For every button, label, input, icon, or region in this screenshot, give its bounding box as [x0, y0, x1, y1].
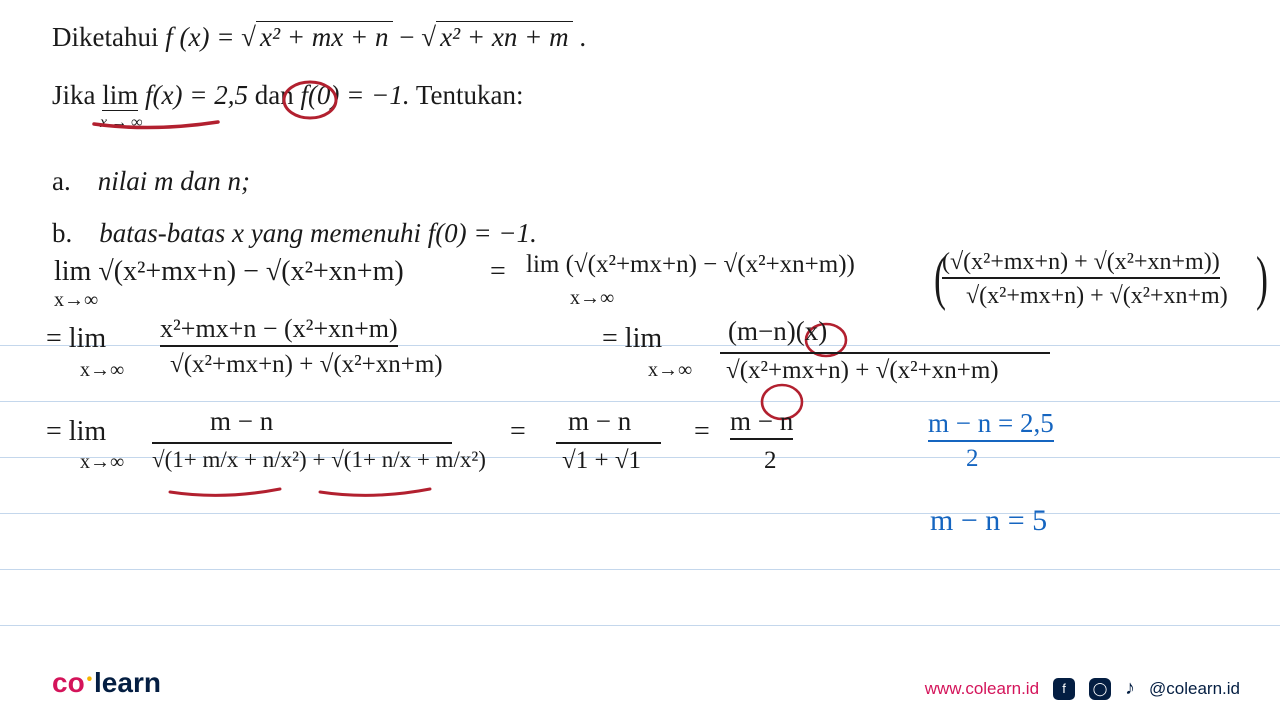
brand-logo: co·learn [52, 667, 161, 700]
choice-a: a. nilai m dan n; [52, 166, 250, 197]
a-label: a. [52, 166, 71, 196]
a-text: nilai m dan n; [98, 166, 250, 196]
hw-row1-eq: = [490, 258, 506, 286]
fx-eq-2p5: f(x) = 2,5 [145, 80, 248, 110]
radical-2: √x² + xn + m [421, 21, 572, 52]
hw-blue-result: m − n = 5 [930, 506, 1047, 536]
radicand-1: x² + mx + n [256, 21, 393, 52]
hw-big-paren-r: ) [1256, 248, 1268, 308]
text-diketahui: Diketahui [52, 22, 165, 52]
lim-text: lim [102, 80, 138, 111]
logo-dot: · [85, 664, 94, 695]
hw-row3-left-den-l: √(1+ m/x + n/x²) [152, 447, 307, 472]
hw-row2-left-eq: = lim [46, 325, 106, 353]
b-text: batas-batas x yang memenuhi f(0) = −1. [99, 218, 537, 248]
fx-equals: f (x) = [165, 22, 241, 52]
hw-row2-right-num: (m−n)(x) [728, 318, 827, 345]
hw-row2-left-num: x²+mx+n − (x²+xn+m) [160, 316, 398, 342]
period: . [579, 22, 586, 52]
hw-blue-frac-num: m − n = 2,5 [928, 410, 1054, 437]
hw-row3-mid-eq: = [510, 418, 526, 446]
hw-row2-right-den: √(x²+mx+n) + √(x²+xn+m) [726, 358, 999, 383]
b-label: b. [52, 218, 72, 248]
hw-row3-mid-num-t: m − n [568, 406, 631, 436]
facebook-icon: f [1053, 678, 1075, 700]
hw-row3-left-num: m − n [210, 408, 273, 435]
red-underline-lim [92, 120, 220, 134]
radicand-2: x² + xn + m [436, 21, 573, 52]
hw-row3-left-den-r: √(1+ n/x + m/x²) [331, 447, 486, 472]
hw-row2-left-num-t: x²+mx+n − (x²+xn+m) [160, 314, 398, 347]
hw-blue-frac-den: 2 [966, 446, 979, 471]
hw-row1-right-den: √(x²+mx+n) + √(x²+xn+m) [966, 284, 1228, 308]
radical-1: √x² + mx + n [241, 21, 392, 52]
logo-co: co [52, 667, 85, 698]
hw-row1-left-sub: x→∞ [54, 290, 98, 310]
hw-row3-mid-num: m − n [568, 408, 631, 435]
footer-url: www.colearn.id [925, 679, 1039, 699]
hw-big-paren-l: ( [934, 248, 946, 308]
hw-row3-mid-bar [556, 442, 661, 444]
hw-row3-r2-num: m − n [730, 408, 793, 435]
hw-row2-left-sub: x→∞ [80, 360, 124, 380]
text-tentukan: Tentukan: [416, 80, 524, 110]
problem-line-1: Diketahui f (x) = √x² + mx + n − √x² + x… [52, 22, 586, 53]
minus: − [399, 22, 421, 52]
tiktok-icon: ♪ [1125, 677, 1135, 700]
hw-row3-left-eq: = lim [46, 418, 106, 446]
hw-row2-right-sub: x→∞ [648, 360, 692, 380]
red-underline-den-l [168, 486, 283, 502]
hw-row2-left-den: √(x²+mx+n) + √(x²+xn+m) [170, 352, 443, 377]
hw-row3-left-den-plus: + [312, 447, 331, 472]
hw-row3-left-sub: x→∞ [80, 452, 124, 472]
hw-row2-right-num-t: (m−n)(x) [728, 316, 827, 346]
hw-row3-left-num-t: m − n [210, 406, 273, 436]
hw-row3-r2-num-t: m − n [730, 406, 793, 440]
footer-handle: @colearn.id [1149, 679, 1240, 699]
hw-row1-right-paren-num: (√(x²+mx+n) + √(x²+xn+m)) [942, 250, 1220, 274]
choice-b: b. batas-batas x yang memenuhi f(0) = −1… [52, 218, 537, 249]
hw-row3-left-den: √(1+ m/x + n/x²) + √(1+ n/x + m/x²) [152, 448, 486, 471]
hw-blue-eq: m − n = 2,5 [928, 408, 1054, 442]
hw-row1-right-sub: x→∞ [570, 288, 614, 308]
hw-row3-r2-eq: = [694, 418, 710, 446]
logo-learn: learn [94, 667, 161, 698]
hw-row1-right-num: lim (√(x²+mx+n) − √(x²+xn+m)) [526, 252, 855, 277]
instagram-icon: ◯ [1089, 678, 1111, 700]
hw-row1-left: lim √(x²+mx+n) − √(x²+xn+m) [54, 258, 404, 286]
hw-row3-mid-den: √1 + √1 [562, 448, 641, 473]
footer-right: www.colearn.id f ◯ ♪ @colearn.id [925, 677, 1240, 700]
hw-row2-right-bar [720, 352, 1050, 354]
text-jika: Jika [52, 80, 102, 110]
hw-row1-right-num-r: (√(x²+mx+n) + √(x²+xn+m)) [942, 249, 1220, 279]
red-circle-2p5 [280, 78, 340, 122]
hw-row3-left-bar [152, 442, 452, 444]
hw-row2-right-eq: = lim [602, 325, 662, 353]
hw-row1-right-num-l: lim (√(x²+mx+n) − √(x²+xn+m)) [526, 251, 855, 278]
red-underline-den-r [318, 486, 433, 502]
hw-row3-r2-den: 2 [764, 448, 777, 473]
